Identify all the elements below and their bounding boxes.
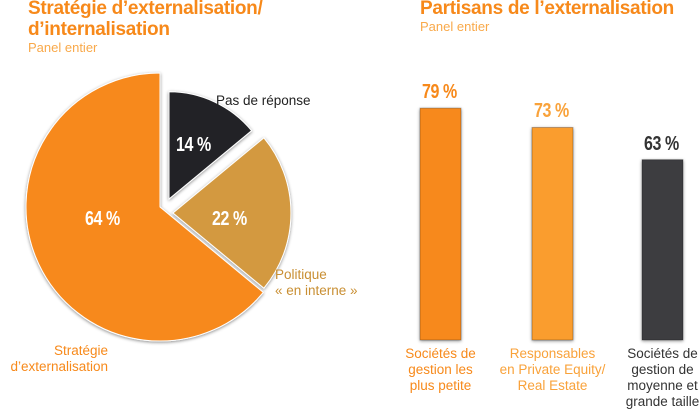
- pie-value-externalisation: 64 %: [85, 208, 120, 231]
- bar-value-2: 63 %: [644, 133, 679, 156]
- pie-value-internal: 22 %: [212, 208, 247, 231]
- bar-category-1: Responsables en Private Equity/ Real Est…: [498, 346, 608, 394]
- pie-label-internal: Politique « en interne »: [275, 267, 358, 299]
- bar-value-0: 79 %: [422, 81, 457, 104]
- pie-label-externalisation: Stratégie d’externalisation: [0, 343, 108, 375]
- bar-value-1: 73 %: [534, 100, 569, 123]
- bar-category-2: Sociétés de gestion de moyenne et grande…: [608, 346, 700, 410]
- bar-2: [642, 160, 683, 340]
- bar-category-0: Sociétés de gestion les plus petite: [386, 346, 496, 394]
- pie-label-no-response: Pas de réponse: [216, 93, 311, 109]
- bar-1: [532, 127, 573, 340]
- pie-value-no-response: 14 %: [176, 134, 211, 157]
- bar-0: [420, 108, 461, 340]
